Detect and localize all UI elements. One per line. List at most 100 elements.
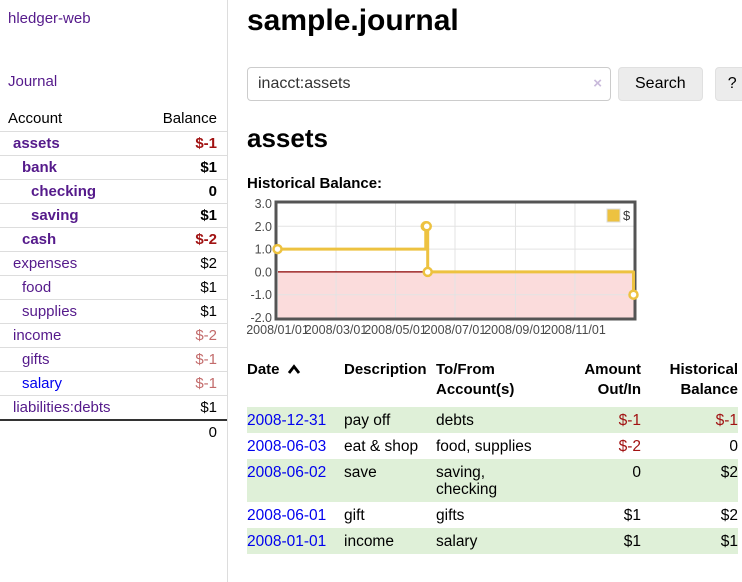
account-row: assets $-1 xyxy=(0,131,227,156)
register-header-date[interactable]: Date xyxy=(247,360,344,407)
accounts-header-account: Account xyxy=(8,110,63,127)
account-row: gifts $-1 xyxy=(0,347,227,372)
x-axis-tick-label: 2008/11/01 xyxy=(544,323,606,337)
transaction-row: 2008-06-01 gift gifts $1 $2 xyxy=(247,502,738,528)
account-name-cell: cash xyxy=(0,228,144,252)
transaction-date-link[interactable]: 2008-06-01 xyxy=(247,507,327,524)
transaction-row: 2008-12-31 pay off debts $-1 $-1 xyxy=(247,407,738,433)
y-axis-tick-label: 3.0 xyxy=(255,199,272,211)
account-name-cell: gifts xyxy=(0,348,144,372)
account-balance: $1 xyxy=(200,279,217,296)
account-link[interactable]: checking xyxy=(31,183,97,200)
register-header-description: Description xyxy=(344,360,436,407)
clear-search-icon[interactable]: × xyxy=(593,75,602,92)
account-name-cell: bank xyxy=(0,156,144,180)
account-balance: 0 xyxy=(208,183,217,200)
account-link[interactable]: assets xyxy=(13,135,60,152)
register-table-head: Date Description To/From Account(s) Amount Ou… xyxy=(247,360,738,407)
search-field-wrap: × xyxy=(247,67,611,101)
account-row: cash $-2 xyxy=(0,227,227,252)
account-row: checking 0 xyxy=(0,179,227,204)
account-balance: $-1 xyxy=(195,135,217,152)
account-link[interactable]: gifts xyxy=(22,351,50,368)
help-button[interactable]: ? xyxy=(714,67,742,101)
transaction-row: 2008-01-01 income salary $1 $1 xyxy=(247,528,738,554)
account-name-cell: income xyxy=(0,324,144,348)
x-axis-tick-label: 2008/01/01 xyxy=(247,323,309,337)
transaction-date-link[interactable]: 2008-06-02 xyxy=(247,464,327,481)
account-balance: $2 xyxy=(200,255,217,272)
account-name-cell: saving xyxy=(0,204,144,228)
page-title: sample.journal xyxy=(247,4,459,37)
search-button[interactable]: Search xyxy=(618,67,703,101)
y-axis-tick-label: 0.0 xyxy=(255,265,272,279)
transaction-date-link[interactable]: 2008-01-01 xyxy=(247,533,327,550)
account-balance: $-1 xyxy=(195,375,217,392)
transaction-accounts: gifts xyxy=(436,507,465,524)
transaction-balance: $2 xyxy=(720,507,738,524)
account-link[interactable]: salary xyxy=(22,375,63,392)
sort-ascending-icon[interactable] xyxy=(287,364,301,375)
account-row: income $-2 xyxy=(0,323,227,348)
transaction-date-link[interactable]: 2008-06-03 xyxy=(247,438,327,455)
account-name-cell: liabilities:debts xyxy=(0,396,144,421)
transaction-row: 2008-06-03 eat & shop food, supplies $-2 0 xyxy=(247,433,738,459)
y-axis-tick-label: -1.0 xyxy=(250,288,272,302)
chart-canvas[interactable]: $3.0 2.0 1.0 0.0 -1.0 -2.02008/01/012008/03/0… xyxy=(246,197,647,341)
search-input[interactable] xyxy=(247,67,611,101)
accounts-total-row: 0 xyxy=(0,420,227,444)
account-row: liabilities:debts $1 xyxy=(0,395,227,421)
account-heading: assets xyxy=(247,123,328,153)
header-label: Amount xyxy=(584,361,641,378)
account-balance: $1 xyxy=(200,159,217,176)
account-link[interactable]: income xyxy=(13,327,62,344)
transaction-amount: $-2 xyxy=(618,438,641,455)
account-balance: $1 xyxy=(200,207,217,224)
y-axis-tick-label: 1.0 xyxy=(255,243,272,257)
main-content: sample.journal × Search ? assets Histori… xyxy=(228,0,742,582)
x-axis-tick-label: 2008/03/01 xyxy=(305,323,368,337)
account-balance: $1 xyxy=(200,399,217,416)
account-link[interactable]: saving xyxy=(31,207,79,224)
accounts-table-body: assets $-1 bank $1 checking 0 saving $1 cash $-2 e… xyxy=(0,131,227,421)
account-link[interactable]: bank xyxy=(22,159,58,176)
account-row: saving $1 xyxy=(0,203,227,228)
account-link[interactable]: liabilities:debts xyxy=(13,399,111,416)
transaction-description: pay off xyxy=(344,412,391,429)
app-title-link[interactable]: hledger-web xyxy=(8,10,91,27)
transaction-amount: $-1 xyxy=(618,412,641,429)
transaction-date-cell: 2008-06-02 xyxy=(247,459,344,502)
account-link[interactable]: food xyxy=(22,279,52,296)
account-name-cell: salary xyxy=(0,372,144,396)
transaction-date-link[interactable]: 2008-12-31 xyxy=(247,412,327,429)
transaction-amount: 0 xyxy=(632,464,641,481)
account-name-cell: supplies xyxy=(0,300,144,324)
accounts-total-spacer xyxy=(0,420,144,444)
register-header-historical: Historical Balance xyxy=(641,360,738,407)
register-table: Date Description To/From Account(s) Amount Ou… xyxy=(247,360,738,554)
account-name-cell: checking xyxy=(0,180,144,204)
account-link[interactable]: supplies xyxy=(22,303,78,320)
x-axis-tick-label: 2008/07/01 xyxy=(424,323,487,337)
transaction-date-cell: 2008-01-01 xyxy=(247,528,344,554)
register-table-body: 2008-12-31 pay off debts $-1 $-1 2008-06-03 ea… xyxy=(247,407,738,554)
chart-legend-label: $ xyxy=(623,208,631,223)
header-label: Description xyxy=(344,361,427,378)
transaction-accounts: saving, checking xyxy=(436,464,498,498)
account-link[interactable]: expenses xyxy=(13,255,78,272)
account-name-cell: expenses xyxy=(0,252,144,276)
chart-legend: $ xyxy=(606,208,631,223)
sidebar-item-journal[interactable]: Journal xyxy=(8,73,58,90)
sidebar: hledger-web Journal Account Balance asse… xyxy=(0,0,228,582)
x-axis-tick-label: 2008/09/01 xyxy=(484,323,547,337)
account-balance: $-2 xyxy=(195,231,217,248)
header-label: Account(s) xyxy=(436,381,515,398)
account-link[interactable]: cash xyxy=(22,231,57,248)
account-balance: $-2 xyxy=(195,327,217,344)
transaction-accounts: salary xyxy=(436,533,478,550)
account-name-cell: assets xyxy=(0,132,144,156)
historical-balance-chart[interactable]: $3.0 2.0 1.0 0.0 -1.0 -2.0 2008/01/01 2008/03/0… xyxy=(246,197,647,341)
account-row: supplies $1 xyxy=(0,299,227,324)
account-balance: $-1 xyxy=(195,351,217,368)
transaction-amount: $1 xyxy=(623,533,641,550)
